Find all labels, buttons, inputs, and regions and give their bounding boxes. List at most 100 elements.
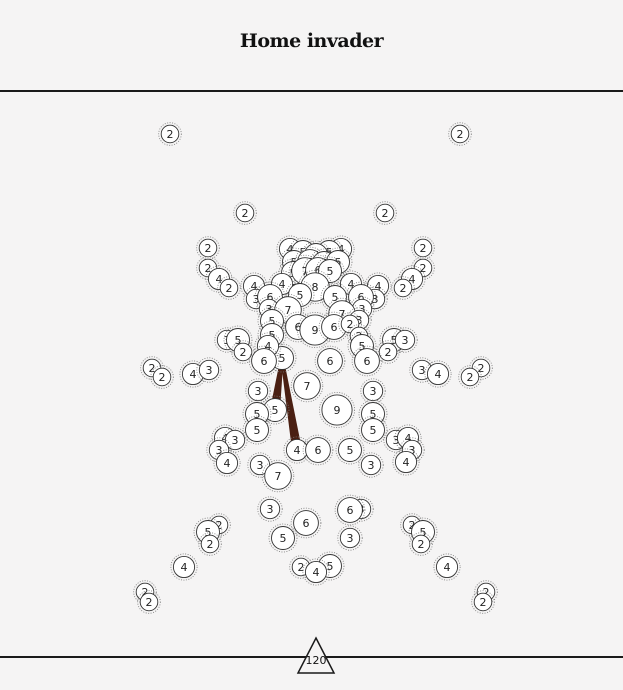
number-bubble[interactable]: 4 <box>392 448 420 476</box>
bubble-circle[interactable] <box>393 278 413 298</box>
number-bubble[interactable]: 2 <box>448 122 472 146</box>
bubble-link <box>280 357 302 451</box>
number-bubble[interactable]: 2 <box>196 236 220 260</box>
bubble-halo <box>222 427 248 453</box>
bubble-number: 5 <box>332 291 339 304</box>
bubble-circle[interactable] <box>317 348 343 374</box>
number-bubble[interactable]: 9 <box>318 391 355 428</box>
bubble-number: 5 <box>327 560 334 573</box>
bubble-circle[interactable] <box>394 450 418 474</box>
bubble-circle[interactable] <box>172 555 196 579</box>
bubble-circle[interactable] <box>200 534 220 554</box>
bubble-circle[interactable] <box>251 348 277 374</box>
bubble-circle[interactable] <box>411 534 431 554</box>
bubble-circle[interactable] <box>394 329 416 351</box>
bubble-halo <box>213 449 241 477</box>
number-bubble[interactable]: 2 <box>231 340 255 364</box>
bubble-number: 2 <box>167 128 174 141</box>
number-bubble[interactable]: 2 <box>391 276 415 300</box>
number-bubble[interactable]: 5 <box>358 415 388 445</box>
bubble-circle[interactable] <box>473 592 493 612</box>
number-bubble[interactable]: 3 <box>392 327 418 353</box>
number-bubble[interactable]: 5 <box>260 395 290 425</box>
number-bubble[interactable]: 4 <box>170 553 198 581</box>
number-bubble[interactable]: 4 <box>213 449 241 477</box>
bubble-circle[interactable] <box>460 367 480 387</box>
number-bubble[interactable]: 2 <box>471 590 495 614</box>
number-bubble[interactable]: 3 <box>196 357 222 383</box>
number-bubble[interactable]: 4 <box>433 553 461 581</box>
bubble-circle[interactable] <box>235 203 255 223</box>
bubble-circle[interactable] <box>293 510 319 536</box>
bubble-circle[interactable] <box>259 498 281 520</box>
bubble-circle[interactable] <box>198 359 220 381</box>
bubble-circle[interactable] <box>139 592 159 612</box>
bubble-circle[interactable] <box>305 437 331 463</box>
bubble-circle[interactable] <box>304 560 328 584</box>
bubble-circle[interactable] <box>378 342 398 362</box>
number-bubble[interactable]: 3 <box>358 452 384 478</box>
number-bubble[interactable]: 7 <box>290 369 324 403</box>
number-bubble[interactable]: 2 <box>158 122 182 146</box>
number-bubble[interactable]: 3 <box>360 378 386 404</box>
bubble-circle[interactable] <box>435 555 459 579</box>
bubble-circle[interactable] <box>160 124 180 144</box>
bubble-number: 5 <box>347 444 354 457</box>
bubble-circle[interactable] <box>450 124 470 144</box>
number-bubble[interactable]: 2 <box>233 201 257 225</box>
number-bubble[interactable]: 5 <box>335 435 365 465</box>
bubble-circle[interactable] <box>245 418 269 442</box>
bubble-circle[interactable] <box>354 348 380 374</box>
bubble-halo <box>358 452 384 478</box>
number-bubble[interactable]: 6 <box>334 494 366 526</box>
bubble-circle[interactable] <box>362 380 384 402</box>
number-bubble[interactable]: 3 <box>337 525 363 551</box>
bubble-number: 6 <box>331 321 338 334</box>
number-bubble[interactable]: 2 <box>137 590 161 614</box>
bubble-circle[interactable] <box>293 372 321 400</box>
bubble-circle[interactable] <box>321 394 353 426</box>
bubble-circle[interactable] <box>361 418 385 442</box>
number-bubble[interactable]: 2 <box>198 532 222 556</box>
bubble-number: 2 <box>207 538 214 551</box>
bubble-circle[interactable] <box>219 278 239 298</box>
bubble-circle[interactable] <box>337 497 363 523</box>
number-bubble[interactable]: 2 <box>373 201 397 225</box>
number-bubble[interactable]: 5 <box>268 523 298 553</box>
number-bubble[interactable]: 4 <box>302 558 330 586</box>
number-bubble[interactable]: 2 <box>409 532 433 556</box>
bubble-circle[interactable] <box>271 526 295 550</box>
number-bubble[interactable]: 2 <box>458 365 482 389</box>
bubble-number: 6 <box>358 291 365 304</box>
number-bubble[interactable]: 5 <box>242 415 272 445</box>
bubble-number: 2 <box>347 318 354 331</box>
bubble-circle[interactable] <box>360 454 382 476</box>
number-bubble[interactable]: 6 <box>351 345 383 377</box>
number-bubble[interactable]: 6 <box>290 507 322 539</box>
bubble-circle[interactable] <box>338 438 362 462</box>
bubble-circle[interactable] <box>426 362 450 386</box>
bubble-circle[interactable] <box>339 527 361 549</box>
number-bubble[interactable]: 6 <box>248 345 280 377</box>
number-bubble[interactable]: 3 <box>257 496 283 522</box>
bubble-number: 3 <box>253 293 260 306</box>
bubble-circle[interactable] <box>264 462 292 490</box>
bubble-circle[interactable] <box>152 367 172 387</box>
bubble-number: 2 <box>483 586 490 599</box>
number-bubble[interactable]: 3 <box>245 378 271 404</box>
number-bubble[interactable]: 6 <box>314 345 346 377</box>
bubble-circle[interactable] <box>375 203 395 223</box>
number-bubble[interactable]: 2 <box>411 236 435 260</box>
number-bubble[interactable]: 2 <box>217 276 241 300</box>
bubble-circle[interactable] <box>215 451 239 475</box>
number-bubble[interactable]: 2 <box>376 340 400 364</box>
bubble-circle[interactable] <box>247 380 269 402</box>
number-bubble[interactable]: 6 <box>302 434 334 466</box>
number-bubble[interactable]: 4 <box>179 360 207 388</box>
bubble-number: 3 <box>267 503 274 516</box>
bubble-circle[interactable] <box>249 454 271 476</box>
number-bubble[interactable]: 4 <box>424 360 452 388</box>
number-bubble[interactable]: 7 <box>261 459 295 493</box>
number-bubble[interactable]: 2 <box>150 365 174 389</box>
